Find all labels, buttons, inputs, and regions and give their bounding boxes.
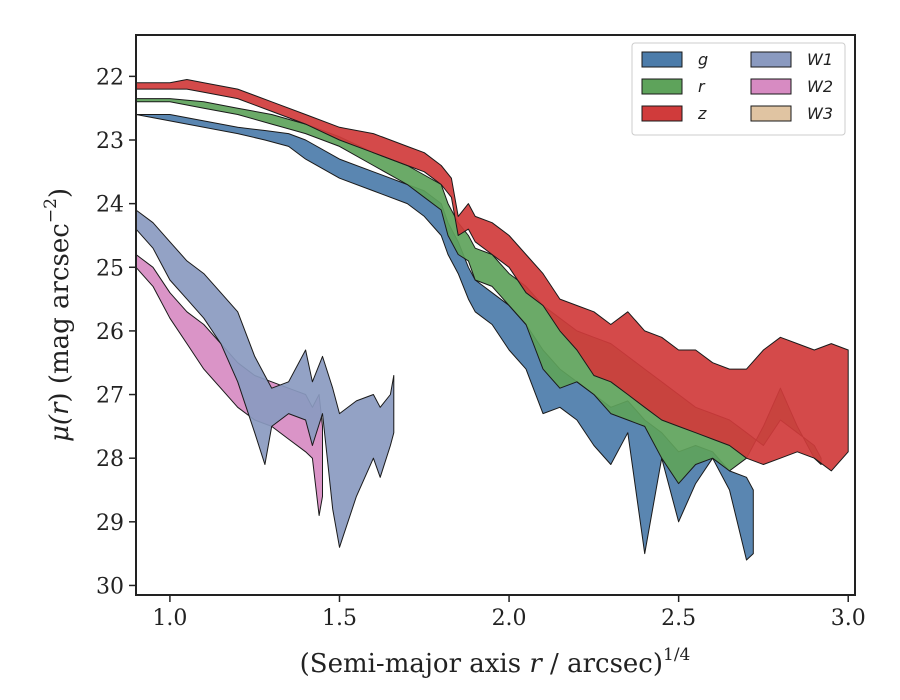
- y-axis-label-end: ): [45, 188, 75, 198]
- legend: grz W1 W2 W3: [631, 42, 846, 136]
- legend-label-z: z: [697, 104, 707, 123]
- series-band-w1: [135, 209, 395, 548]
- y-axis-ticks: 22 23 24 25 26 27 28 29 30: [96, 65, 136, 599]
- x-tick-label: 1.0: [152, 606, 187, 631]
- y-tick-label: 30: [96, 574, 124, 599]
- series-areas: [135, 79, 849, 561]
- x-tick-label: 1.5: [322, 606, 357, 631]
- x-axis-label-var: r: [529, 649, 543, 679]
- legend-box: [631, 42, 846, 136]
- legend-swatch-w1: [750, 51, 792, 68]
- legend-label-w2: W2: [807, 77, 833, 96]
- legend-label-g: g: [698, 50, 708, 69]
- y-tick-label: 27: [96, 384, 124, 409]
- x-axis-label-sup: 1/4: [663, 645, 690, 665]
- x-axis-label-post: / arcsec): [542, 649, 663, 679]
- x-axis-label: (Semi-major axis r / arcsec)1/4: [300, 645, 691, 679]
- legend-swatch-z: [641, 105, 683, 122]
- x-tick-label: 2.0: [492, 606, 527, 631]
- legend-label-w1: W1: [807, 50, 833, 69]
- x-axis-label-pre: (Semi-major axis: [300, 649, 530, 679]
- legend-label-w3: W3: [807, 104, 833, 123]
- legend-swatch-w2: [750, 78, 792, 95]
- y-axis-label: μ(r) (mag arcsec−2): [41, 188, 75, 442]
- x-tick-label: 2.5: [661, 606, 696, 631]
- y-axis-label-sup: −2: [41, 198, 61, 223]
- y-tick-label: 24: [96, 193, 124, 218]
- plot-frame: [135, 34, 856, 596]
- x-tick-label: 3.0: [831, 606, 866, 631]
- x-axis-ticks: 1.0 1.5 2.0 2.5 3.0: [152, 595, 866, 631]
- y-tick-label: 25: [96, 256, 124, 281]
- series-band-w2: [135, 254, 323, 516]
- legend-label-r: r: [698, 77, 706, 96]
- y-tick-label: 28: [96, 447, 124, 472]
- y-axis-label-var: r: [45, 401, 75, 415]
- legend-swatch-g: [641, 51, 683, 68]
- y-tick-label: 22: [96, 65, 124, 90]
- y-tick-label: 29: [96, 511, 124, 536]
- legend-swatch-w3: [750, 105, 792, 122]
- y-axis-label-pre: μ(: [45, 414, 75, 442]
- y-tick-label: 26: [96, 320, 124, 345]
- y-axis-label-post: ) (mag arcsec: [45, 223, 75, 402]
- legend-swatch-r: [641, 78, 683, 95]
- series-band-z: [135, 79, 849, 472]
- y-tick-label: 23: [96, 129, 124, 154]
